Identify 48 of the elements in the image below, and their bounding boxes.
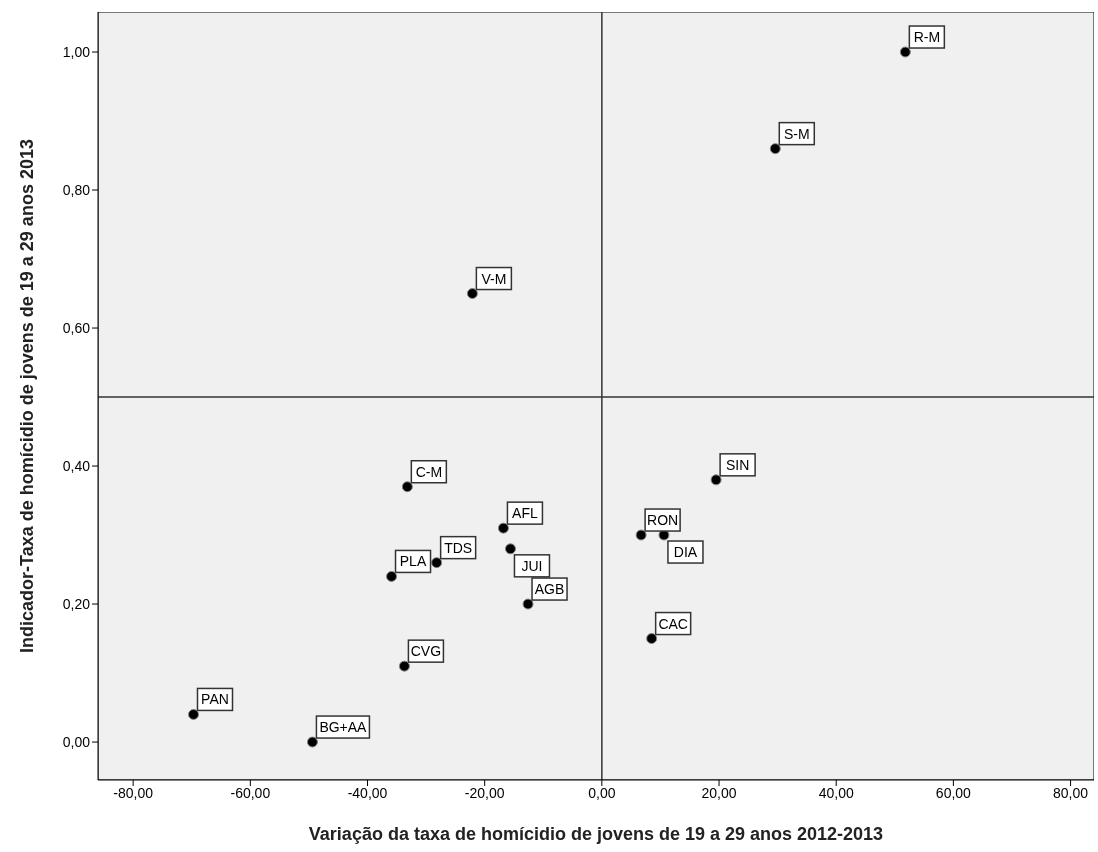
annotation: BG+AA [319, 719, 368, 736]
point [386, 570, 398, 582]
point [497, 522, 509, 534]
y-tick-label: 0,60 [62, 320, 91, 336]
y-tick-label: 0,00 [62, 734, 91, 751]
point [431, 557, 443, 569]
y-tick-label: 0,80 [62, 182, 91, 198]
x-tick-label: 0,00 [588, 784, 616, 801]
x-tick-label: 80,00 [1053, 784, 1089, 801]
point [646, 633, 658, 645]
point [306, 736, 318, 748]
annotation: CAC [658, 615, 688, 632]
annotation: TDS [444, 539, 473, 556]
point [398, 660, 410, 672]
y-tick-label: 1,00 [62, 43, 91, 60]
x-tick-label: 60,00 [935, 784, 972, 801]
y-tick-label: 0,40 [62, 458, 91, 475]
annotation: S-M [783, 125, 810, 142]
x-tick-label: 20,00 [701, 784, 737, 801]
y-tick-label: 0,20 [62, 596, 91, 613]
x-axis-title: Variação da taxa de homícidio de jovens de 19 a 29 anos 2012-2013 [308, 824, 884, 844]
annotation: AFL [512, 505, 538, 522]
x-tick-label: -60,00 [230, 784, 271, 801]
x-tick-label: -80,00 [113, 784, 154, 801]
annotation: V-M [481, 270, 507, 287]
point [522, 598, 534, 610]
point [401, 481, 413, 493]
y-axis-title: Indicador-Taxa de homícidio de jovens de 19 a 29 anos 2013 [16, 139, 37, 653]
point [899, 46, 911, 58]
annotation: C-M [415, 463, 443, 480]
point [466, 288, 478, 300]
annotation: AGB [534, 581, 565, 598]
x-tick-label: 40,00 [818, 784, 854, 801]
annotation: RON [647, 512, 679, 529]
annotation: PLA [399, 553, 427, 570]
point [635, 529, 647, 541]
annotation: SIN [725, 456, 750, 473]
x-tick-label: -40,00 [347, 784, 388, 801]
annotation: CVG [410, 643, 442, 660]
annotation: R-M [913, 29, 941, 46]
x-tick-label: -20,00 [464, 784, 505, 801]
annotation: JUI [521, 557, 543, 574]
annotation: PAN [201, 691, 229, 708]
point [710, 474, 722, 486]
annotation: DIA [673, 544, 698, 561]
point [769, 143, 781, 155]
point [188, 708, 199, 720]
point [504, 543, 516, 555]
